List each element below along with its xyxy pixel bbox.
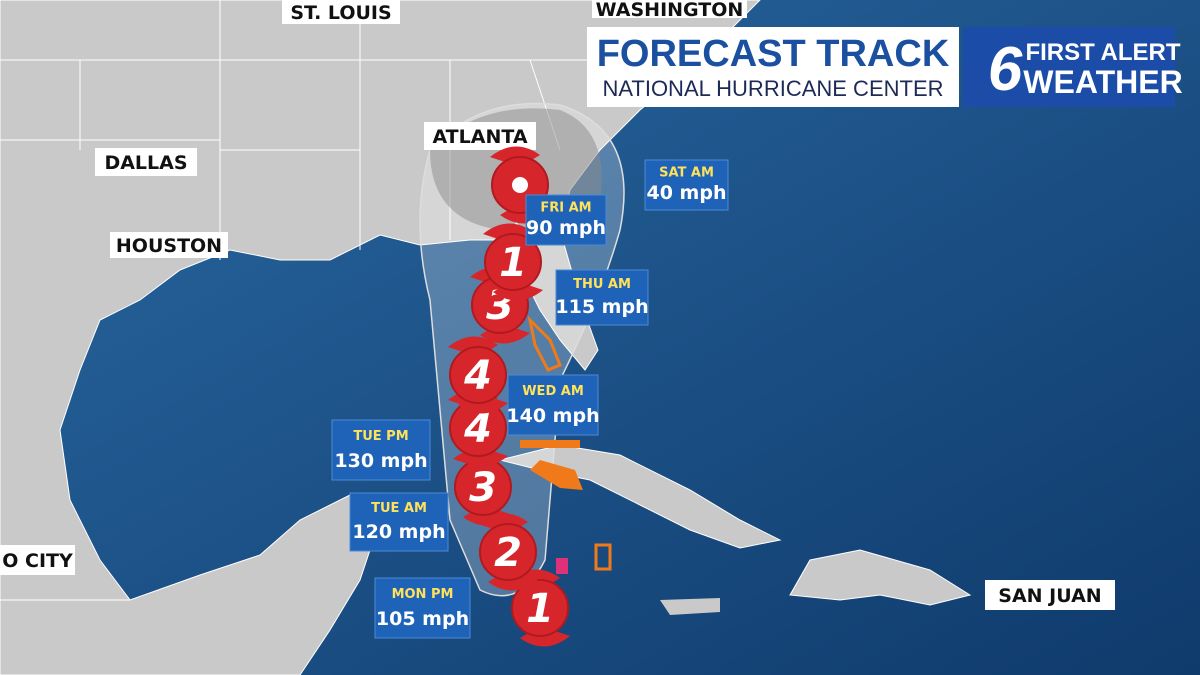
city-label-box — [424, 122, 536, 150]
warning-area — [594, 543, 612, 571]
forecast-box — [525, 194, 607, 246]
warning-area — [527, 315, 562, 372]
city-label: HOUSTON — [116, 235, 222, 257]
city-label: ST. LOUIS — [290, 2, 391, 24]
city-label: SAN JUAN — [998, 585, 1101, 607]
city-label-box — [592, 0, 747, 18]
storm-icon: 1 — [483, 223, 543, 301]
header-title: FORECAST TRACK — [597, 33, 950, 75]
storm-core — [479, 523, 537, 581]
warning-area — [520, 440, 583, 490]
forecast-box — [555, 269, 649, 326]
storm-category: 4 — [463, 353, 492, 399]
hispaniola-land — [789, 549, 972, 606]
city-label: O CITY — [2, 550, 73, 572]
forecast-time: THU AM — [573, 277, 631, 292]
storm-icon: 1 — [510, 569, 570, 647]
city-label-box — [985, 580, 1115, 610]
forecast-wind: 115 mph — [555, 296, 648, 318]
storm-core — [484, 233, 542, 291]
forecast-wind: 40 mph — [647, 182, 727, 204]
forecast-time: TUE AM — [371, 501, 427, 516]
header-box — [587, 27, 959, 107]
storm-category: 4 — [463, 406, 492, 452]
forecast-wind: 90 mph — [526, 217, 606, 239]
brand-box — [963, 27, 1175, 107]
forecast-box — [331, 419, 431, 481]
storm-category: 1 — [499, 240, 527, 286]
forecast-wind: 120 mph — [352, 521, 445, 543]
storm-core — [511, 579, 569, 637]
storm-category: 1 — [526, 586, 554, 632]
city-label-box — [0, 545, 75, 575]
city-label-box — [95, 148, 197, 176]
forecast-box — [349, 492, 449, 552]
forecast-box — [374, 577, 471, 639]
brand-number: 6 — [988, 35, 1023, 104]
storm-category: 3 — [469, 465, 497, 511]
storm-icon: 4 — [448, 389, 508, 467]
forecast-time: TUE PM — [353, 429, 408, 444]
forecast-time: MON PM — [392, 587, 454, 602]
forecast-wind: 130 mph — [334, 450, 427, 472]
city-label-box — [282, 0, 400, 24]
forecast-time: FRI AM — [540, 201, 591, 216]
forecast-time: SAT AM — [659, 166, 714, 181]
forecast-wind: 140 mph — [506, 405, 599, 427]
jamaica-land — [660, 598, 720, 615]
storm-eye — [512, 177, 528, 193]
brand-line: FIRST ALERT — [1025, 39, 1180, 66]
forecast-time: WED AM — [522, 384, 584, 399]
header-subtitle: NATIONAL HURRICANE CENTER — [602, 76, 943, 101]
city-label: ATLANTA — [432, 126, 527, 148]
forecast-box — [507, 374, 599, 436]
brand-line: WEATHER — [1023, 64, 1182, 100]
forecast-box — [644, 159, 729, 211]
storm-icon: 4 — [448, 336, 508, 414]
warning-area — [556, 558, 568, 574]
city-label-box — [110, 232, 228, 258]
forecast-wind: 105 mph — [376, 608, 469, 630]
storm-core — [449, 346, 507, 404]
storm-category: 2 — [494, 530, 522, 576]
city-label: WASHINGTON — [596, 0, 744, 21]
city-label: DALLAS — [104, 152, 187, 174]
